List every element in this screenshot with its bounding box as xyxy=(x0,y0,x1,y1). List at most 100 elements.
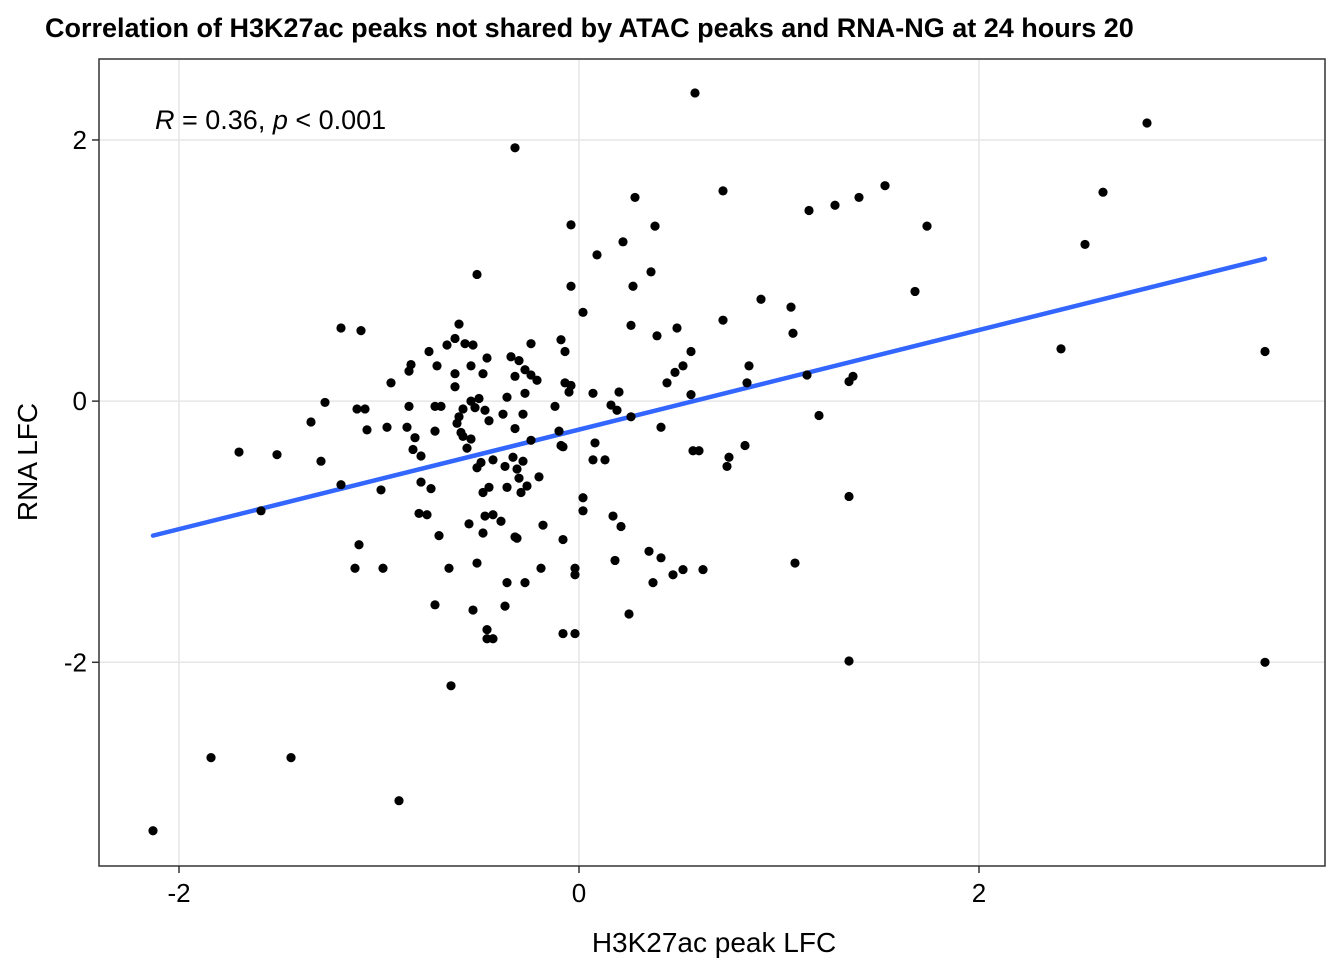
data-point xyxy=(512,464,522,474)
data-point xyxy=(662,378,672,388)
data-point xyxy=(482,625,492,635)
data-point xyxy=(922,221,932,231)
data-point xyxy=(336,480,346,490)
data-point xyxy=(534,472,544,482)
data-point xyxy=(804,205,814,216)
data-point xyxy=(718,315,728,325)
data-point xyxy=(644,546,654,556)
data-point xyxy=(626,320,636,330)
data-point xyxy=(320,397,330,408)
data-point xyxy=(740,440,750,451)
data-point xyxy=(402,422,412,432)
data-point xyxy=(408,444,418,455)
data-point xyxy=(588,455,598,465)
data-point xyxy=(484,482,494,492)
data-point xyxy=(560,346,570,357)
data-point xyxy=(496,516,506,526)
data-point xyxy=(362,425,372,435)
data-point xyxy=(694,446,704,456)
data-point xyxy=(502,482,512,492)
data-point xyxy=(656,553,666,563)
grid-lines xyxy=(99,59,1325,866)
data-point xyxy=(646,267,656,277)
data-point xyxy=(722,461,732,472)
data-point xyxy=(1080,239,1090,250)
data-point xyxy=(570,563,580,573)
data-point xyxy=(558,628,568,639)
data-point xyxy=(756,294,766,304)
data-point xyxy=(478,369,488,379)
data-point xyxy=(404,401,414,411)
data-point xyxy=(472,558,482,568)
data-point xyxy=(686,389,696,400)
data-point xyxy=(206,753,216,763)
data-point xyxy=(256,506,266,516)
data-point xyxy=(354,540,364,550)
data-point xyxy=(422,510,432,520)
data-point xyxy=(462,443,472,453)
data-point xyxy=(470,403,480,413)
data-point xyxy=(426,484,436,494)
data-point xyxy=(272,450,282,460)
data-point xyxy=(416,477,426,487)
data-point xyxy=(578,493,588,503)
data-point xyxy=(306,417,316,427)
data-point xyxy=(844,491,854,502)
x-tick-label: 0 xyxy=(572,878,586,908)
y-axis-title: RNA LFC xyxy=(12,403,43,521)
data-point xyxy=(512,533,522,543)
data-point xyxy=(610,555,620,566)
data-point xyxy=(616,521,626,532)
data-point xyxy=(482,353,492,363)
data-point xyxy=(670,367,680,377)
data-point xyxy=(624,609,634,619)
r-value: = 0.36, xyxy=(175,105,273,135)
data-point xyxy=(550,401,560,411)
data-point xyxy=(510,423,520,434)
chart-title: Correlation of H3K27ac peaks not shared … xyxy=(45,13,1134,43)
data-point xyxy=(378,563,388,573)
data-point xyxy=(514,473,524,483)
data-point xyxy=(558,442,568,452)
data-point xyxy=(526,370,536,380)
data-point xyxy=(1260,657,1270,667)
data-point xyxy=(478,487,488,498)
data-point xyxy=(678,564,688,575)
data-point xyxy=(442,340,452,350)
data-point xyxy=(464,519,474,529)
data-point xyxy=(698,564,708,575)
data-point xyxy=(468,340,478,350)
data-point xyxy=(1260,346,1270,357)
data-point xyxy=(478,528,488,538)
data-point xyxy=(606,400,616,410)
r-symbol: R xyxy=(155,105,175,135)
data-point xyxy=(652,331,662,341)
data-point xyxy=(434,531,444,541)
data-point xyxy=(316,456,326,466)
data-point xyxy=(444,563,454,573)
data-point xyxy=(830,200,840,210)
data-point xyxy=(450,333,460,344)
data-point xyxy=(558,534,568,545)
data-point xyxy=(446,681,456,691)
data-point xyxy=(416,451,426,461)
data-points xyxy=(148,88,1270,836)
data-point xyxy=(502,392,512,402)
data-point xyxy=(360,404,370,414)
data-point xyxy=(522,481,532,491)
data-point xyxy=(588,388,598,398)
data-point xyxy=(484,416,494,426)
data-point xyxy=(526,435,536,445)
data-point xyxy=(286,753,296,763)
data-point xyxy=(618,237,628,247)
plot-panel-border xyxy=(98,58,1326,867)
data-point xyxy=(480,405,490,415)
p-value: < 0.001 xyxy=(288,105,386,135)
data-point xyxy=(518,409,528,419)
data-point xyxy=(724,452,734,462)
data-point xyxy=(814,410,824,421)
data-point xyxy=(350,563,360,573)
data-point xyxy=(844,376,854,387)
data-point xyxy=(514,356,524,366)
data-point xyxy=(686,346,696,357)
